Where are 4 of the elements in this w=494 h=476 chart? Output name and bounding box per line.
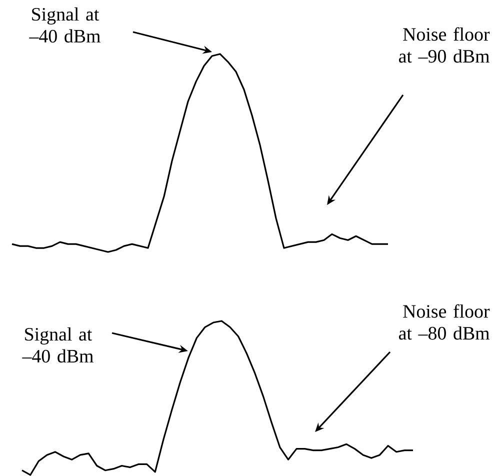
text: Signal at –40 dBm <box>29 7 100 43</box>
text: Noise floor at –90 dBm <box>398 27 490 63</box>
annotation: Signal at –40 dBm <box>22 327 94 363</box>
annotation: Noise floor at –80 dBm <box>398 304 490 340</box>
